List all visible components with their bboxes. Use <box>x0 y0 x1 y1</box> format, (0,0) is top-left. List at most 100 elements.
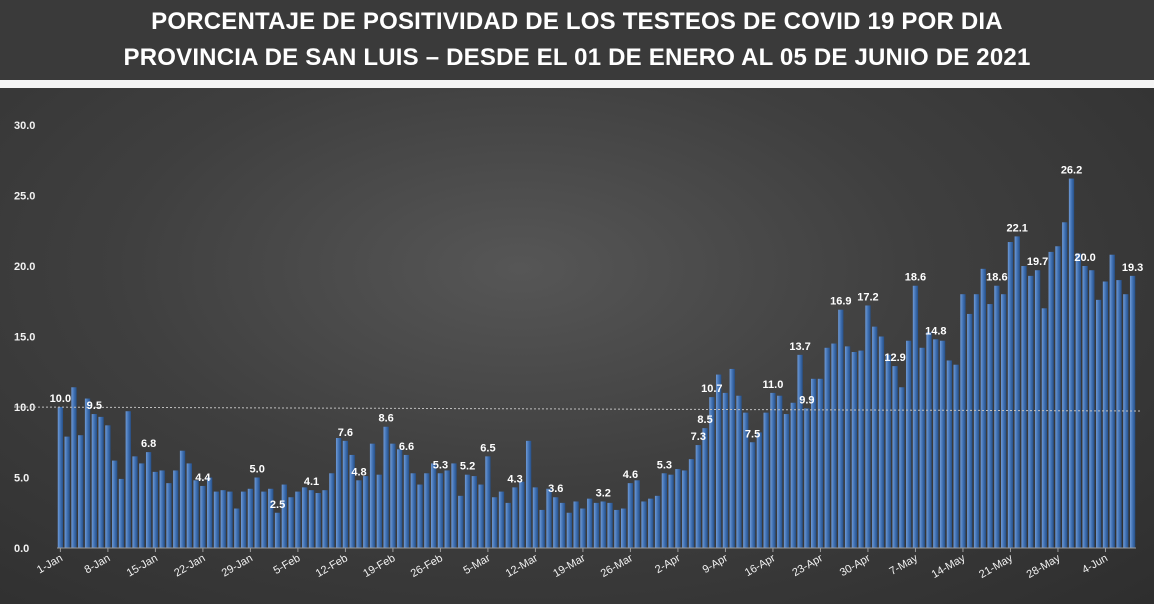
bar <box>933 339 939 548</box>
bar <box>702 428 708 548</box>
bar <box>634 480 640 548</box>
y-tick-label: 10.0 <box>14 402 35 414</box>
bar <box>729 368 735 548</box>
x-tick-label: 8-Jan <box>83 552 113 576</box>
bar <box>234 508 240 548</box>
bar <box>410 473 416 548</box>
data-label: 17.2 <box>857 291 878 303</box>
bar <box>492 497 498 548</box>
x-tick-label: 4-Jun <box>1080 552 1110 576</box>
bar <box>1075 253 1081 548</box>
data-label: 4.6 <box>623 469 638 481</box>
x-tick-label: 23-Apr <box>790 552 825 579</box>
data-label: 26.2 <box>1061 165 1082 177</box>
bar <box>78 435 84 548</box>
bar <box>207 477 213 548</box>
bar <box>722 392 729 548</box>
bar <box>973 294 980 548</box>
bar <box>200 485 206 548</box>
x-tick-label: 22-Jan <box>172 552 207 579</box>
bar <box>736 395 742 548</box>
bar <box>159 470 165 548</box>
bar <box>580 508 586 548</box>
bar <box>1062 222 1068 549</box>
bar <box>403 454 410 548</box>
x-axis: 1-Jan 8-Jan 15-Jan 22-Jan 29-Jan 5-Feb 12-Feb 1… <box>35 547 1136 581</box>
y-tick-label: 30.0 <box>14 120 35 132</box>
bar <box>600 501 606 548</box>
bar <box>390 443 396 548</box>
bar <box>335 438 342 548</box>
x-tick-label: 7-May <box>887 552 920 578</box>
bar <box>512 487 518 548</box>
data-label: 9.5 <box>87 400 102 412</box>
bar <box>539 509 545 548</box>
x-tick-label: 26-Mar <box>599 552 635 580</box>
data-label: 4.1 <box>304 476 319 488</box>
bar <box>749 442 756 548</box>
y-tick-label: 20.0 <box>14 261 35 273</box>
data-label: 4.8 <box>351 466 366 478</box>
x-tick-label: 1-Jan <box>35 552 65 576</box>
bar <box>587 498 593 548</box>
bar <box>240 491 247 548</box>
bar <box>892 366 898 548</box>
bar <box>953 364 959 548</box>
bar <box>471 476 477 548</box>
bar <box>274 512 281 548</box>
data-label: 3.2 <box>596 487 611 499</box>
y-tick-label: 5.0 <box>14 473 29 485</box>
x-tick-label: 2-Apr <box>653 552 683 576</box>
bar <box>980 268 986 548</box>
chart-title-line-1: PORCENTAJE DE POSITIVIDAD DE LOS TESTEOS… <box>151 8 1003 35</box>
data-labels: 10.0 9.5 6.8 4.4 5.0 2.5 4.1 7.6 4.8 8.6 6.6 5.3 5.2… <box>50 165 1144 511</box>
bar <box>553 497 559 548</box>
bar <box>906 340 912 548</box>
data-label: 19.7 <box>1027 256 1048 268</box>
x-tick-label: 26-Feb <box>409 552 445 580</box>
bar <box>84 398 91 548</box>
bar <box>668 474 674 548</box>
bar <box>885 354 891 548</box>
bar <box>329 473 335 548</box>
bar <box>926 332 932 548</box>
bar <box>1129 275 1136 548</box>
bar <box>811 378 817 548</box>
bar <box>349 454 355 548</box>
bar <box>1028 275 1034 548</box>
bar <box>1007 242 1014 548</box>
bar <box>593 502 600 548</box>
bar <box>288 497 294 548</box>
bar <box>519 481 525 548</box>
bar <box>919 347 925 548</box>
x-tick-label: 14-May <box>930 552 968 581</box>
bar <box>790 402 796 548</box>
bar <box>295 491 301 548</box>
data-label: 8.6 <box>378 413 393 425</box>
bar <box>912 285 919 548</box>
chart-title-line-2: PROVINCIA DE SAN LUIS – DESDE EL 01 DE E… <box>123 44 1031 71</box>
bar <box>430 463 437 548</box>
bar <box>743 412 749 548</box>
bar <box>967 313 973 548</box>
bar <box>302 487 308 548</box>
bar <box>179 450 186 548</box>
bar <box>994 285 1000 548</box>
bar <box>397 449 403 548</box>
bar <box>532 487 539 548</box>
bar <box>1034 270 1041 548</box>
bar <box>464 474 471 548</box>
bar <box>112 460 118 548</box>
data-label: 3.6 <box>548 483 563 495</box>
data-label: 5.0 <box>250 464 265 476</box>
bar <box>939 340 946 548</box>
bar <box>817 378 824 548</box>
bar <box>173 470 179 548</box>
bar <box>546 488 552 548</box>
bar <box>505 502 511 548</box>
bar <box>132 456 138 548</box>
bar <box>64 436 70 548</box>
y-tick-label: 15.0 <box>14 332 35 344</box>
bar <box>105 425 111 548</box>
